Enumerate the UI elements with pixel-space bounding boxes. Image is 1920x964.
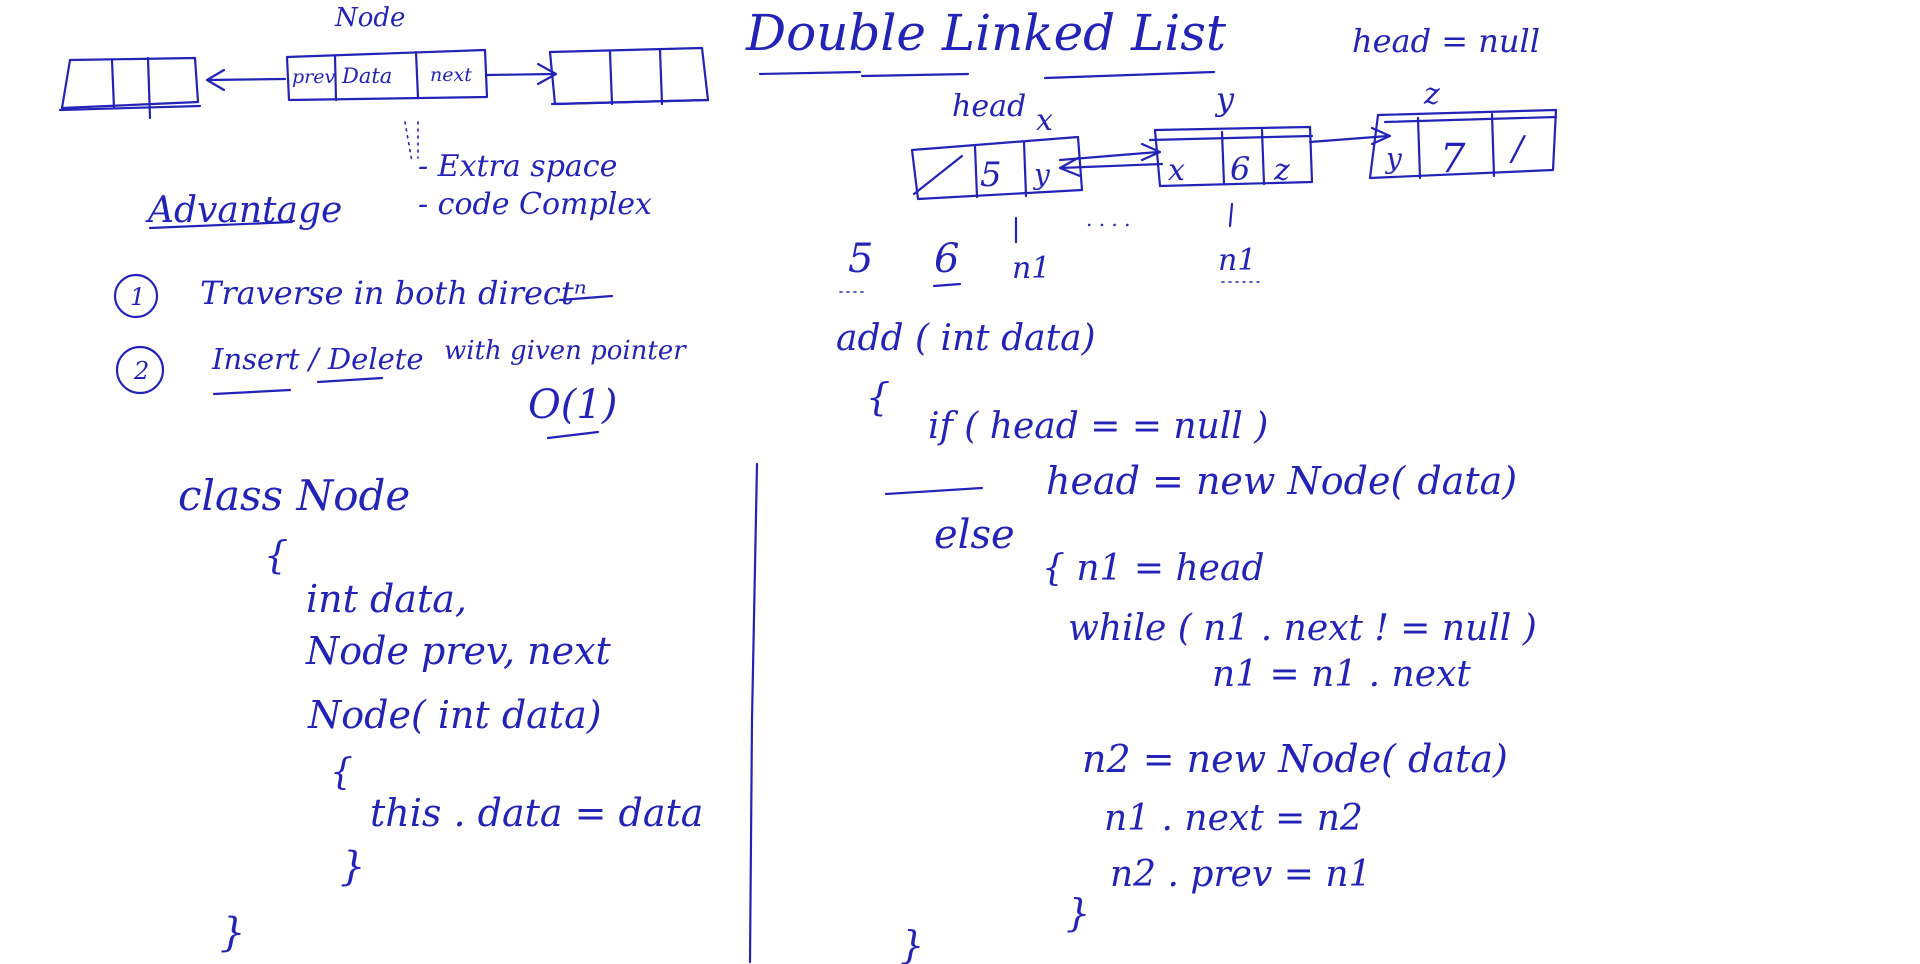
if-line: if ( head = = null ) — [928, 406, 1268, 447]
node-y-data: 6 — [1230, 150, 1250, 188]
field-next: next — [430, 64, 472, 86]
item-2-number: 2 — [133, 357, 149, 385]
node-x-next: y — [1032, 158, 1051, 191]
next-arrow — [484, 62, 558, 86]
disadvantage-extra-space: - Extra space — [418, 149, 617, 184]
title-underline-1 — [758, 70, 862, 76]
if-dash — [884, 486, 984, 496]
under-value-6: 6 — [934, 236, 959, 282]
dll-under-values: 5 6 n1 . . . . n1 — [839, 202, 1263, 293]
complexity-label: O(1) — [528, 382, 617, 428]
right-neighbour-node — [548, 46, 710, 106]
node-z-prev: y — [1384, 142, 1403, 175]
field-prev-next: Node prev, next — [305, 629, 612, 673]
add-close-brace: } — [900, 923, 924, 964]
node-z-next: / — [1509, 129, 1527, 169]
link-prev-line: n2 . prev = n1 — [1110, 854, 1371, 895]
node-z-data: 7 — [1440, 136, 1466, 182]
item-2-suffix: with given pointer — [444, 336, 687, 366]
while-line: while ( n1 . next ! = null ) — [1068, 608, 1537, 649]
item-1-text: Traverse in both directⁿ — [200, 274, 587, 312]
class-node-code: class Node { int data, Node prev, next N… — [178, 471, 703, 956]
dll-section: Double Linked List head = null head x y … — [745, 4, 1558, 293]
disadvantage-code-complex: - code Complex — [418, 187, 652, 222]
item-1-number: 1 — [130, 283, 145, 311]
node-x-data: 5 — [980, 155, 1002, 195]
prev-arrow — [205, 68, 287, 92]
link-next-line: n1 . next = n2 — [1104, 798, 1363, 839]
node-y-next: z — [1273, 153, 1290, 188]
under-value-5: 5 — [848, 236, 873, 282]
dll-arrows — [1058, 126, 1392, 178]
complexity-underline — [546, 430, 600, 440]
central-node: prev Data next — [285, 48, 489, 102]
else-close-brace: } — [1066, 891, 1090, 935]
constructor-close-brace: } — [340, 844, 365, 890]
under-value-n1: n1 — [1012, 251, 1050, 286]
step-line: n1 = n1 . next — [1212, 654, 1471, 695]
title-underline-2 — [860, 72, 970, 78]
head-null-label: head = null — [1352, 22, 1540, 60]
add-open-brace: { — [866, 375, 890, 419]
class-open-brace: { — [264, 533, 288, 577]
advantages-underline — [148, 220, 294, 230]
z-label: z — [1423, 77, 1440, 112]
title-underline-3 — [1043, 70, 1216, 80]
left-neighbour-node — [58, 56, 202, 120]
field-int-data: int data, — [306, 577, 467, 621]
insert-underline — [212, 388, 292, 396]
advantages-section: Advantage 1 Traverse in both directⁿ 2 I… — [113, 190, 687, 440]
head-label: head — [952, 89, 1026, 124]
dll-title: Double Linked List — [745, 4, 1227, 62]
x-label: x — [1036, 103, 1053, 138]
else-keyword: else — [934, 512, 1015, 558]
y-label: y — [1214, 80, 1235, 118]
dotted-pointer — [404, 121, 413, 163]
then-line: head = new Node( data) — [1046, 459, 1517, 503]
dll-node-y: x 6 z — [1148, 125, 1314, 188]
delete-underline — [316, 376, 384, 384]
add-code: add ( int data) { if ( head = = null ) h… — [836, 318, 1537, 964]
else-open: { n1 = head — [1042, 548, 1265, 589]
disadvantages-list: - Extra space - code Complex — [418, 149, 652, 222]
node-y-prev: x — [1168, 153, 1185, 188]
direction-underline — [558, 294, 614, 302]
constructor-signature: Node( int data) — [307, 693, 602, 737]
constructor-open-brace: { — [330, 752, 353, 793]
field-data: Data — [341, 64, 392, 88]
add-signature: add ( int data) — [836, 318, 1096, 359]
under-value-n1-2: n1 — [1218, 243, 1256, 278]
under-value-dots: . . . . — [1086, 207, 1131, 231]
field-prev: prev — [292, 66, 335, 88]
constructor-body: this . data = data — [370, 791, 703, 835]
node-title: Node — [334, 3, 405, 33]
vertical-divider — [748, 462, 759, 964]
dll-node-x: 5 y — [910, 135, 1084, 201]
item-2-circle — [115, 345, 165, 395]
node-diagram: Node prev Data next — [58, 3, 710, 120]
item-2-text: Insert / Delete — [211, 342, 424, 376]
class-header: class Node — [178, 471, 410, 520]
class-close-brace: } — [220, 910, 245, 956]
item-1-circle — [113, 273, 159, 319]
new-node-line: n2 = new Node( data) — [1082, 737, 1508, 781]
dll-node-z: y 7 / — [1368, 108, 1558, 182]
